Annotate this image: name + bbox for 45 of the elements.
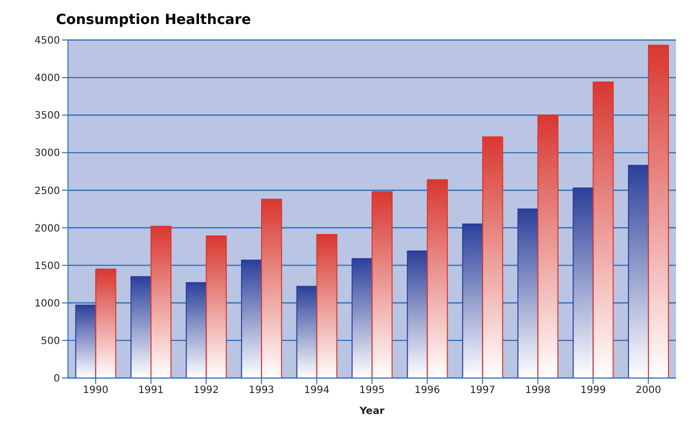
bar	[316, 234, 338, 378]
bar	[75, 304, 96, 378]
bar	[572, 187, 594, 378]
x-tick-label: 1996	[414, 385, 440, 396]
bar	[130, 276, 152, 378]
y-tick-label: 2500	[34, 186, 60, 197]
y-tick-label: 2000	[34, 223, 60, 234]
x-tick-label: 1997	[470, 385, 496, 396]
bar	[592, 82, 614, 378]
bar	[372, 191, 393, 378]
bar	[296, 286, 318, 378]
x-tick-label: 1995	[359, 385, 385, 396]
bar	[95, 268, 116, 378]
bar	[628, 164, 649, 378]
bar	[462, 224, 484, 378]
y-tick-label: 4500	[34, 36, 60, 47]
bar	[206, 236, 227, 378]
bar	[537, 114, 558, 378]
bar	[406, 250, 428, 378]
bar	[352, 258, 373, 378]
chart-title: Consumption Healthcare	[56, 12, 251, 28]
bar	[426, 179, 448, 378]
y-tick-label: 1500	[34, 260, 60, 272]
y-tick-label: 3000	[34, 148, 60, 160]
y-tick-label: 0	[54, 374, 60, 385]
bar	[517, 208, 538, 378]
bar	[241, 260, 262, 378]
y-tick-label: 4000	[34, 73, 60, 84]
x-tick-label: 1990	[82, 385, 108, 396]
bar	[261, 198, 282, 378]
y-tick-label: 1000	[34, 298, 60, 310]
x-tick-label: 1994	[304, 385, 330, 396]
bar	[482, 136, 504, 378]
x-axis-title: Year	[358, 406, 384, 417]
y-tick-label: 500	[40, 336, 60, 347]
x-tick-label: 1998	[525, 385, 551, 396]
bar	[186, 282, 207, 378]
bar	[150, 226, 172, 378]
x-tick-label: 1991	[138, 385, 164, 396]
bar	[648, 44, 669, 378]
x-tick-label: 1992	[193, 385, 219, 396]
x-tick-label: 2000	[636, 385, 662, 396]
x-tick-label: 1999	[580, 385, 606, 396]
x-tick-label: 1993	[248, 385, 274, 396]
y-tick-label: 3500	[34, 110, 60, 122]
